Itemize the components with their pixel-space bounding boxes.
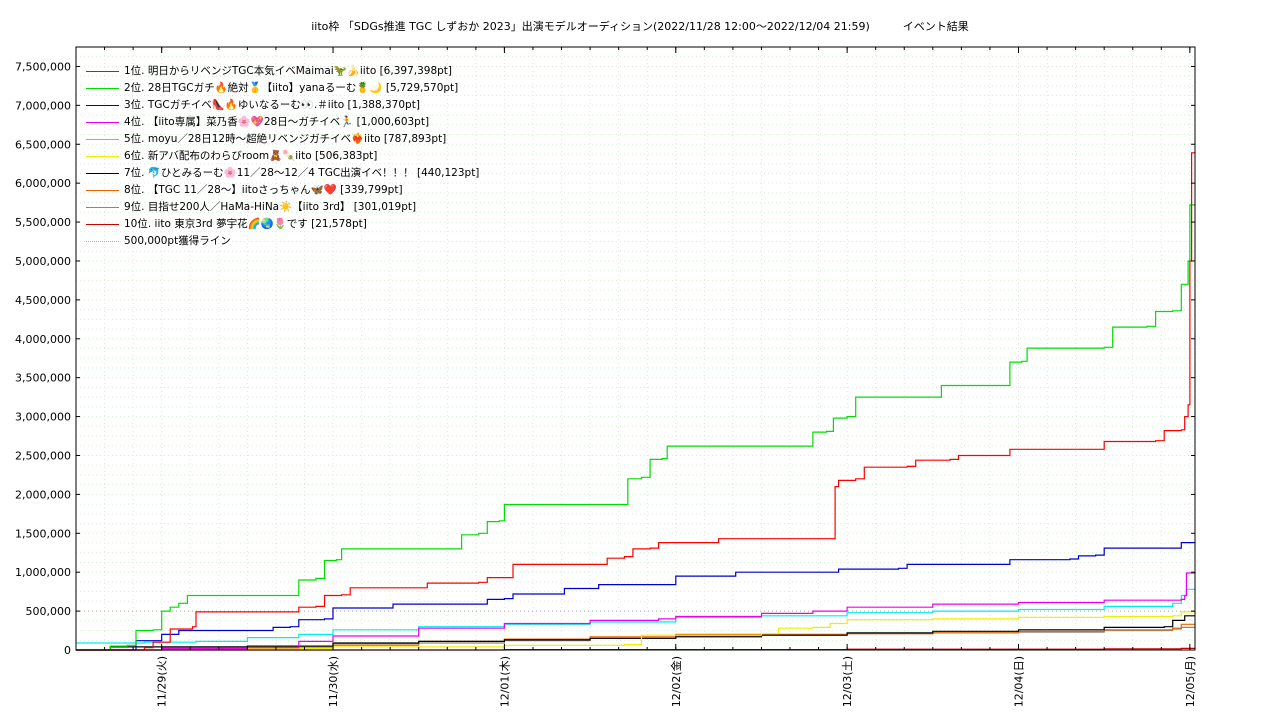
y-tick-label: 4,000,000	[15, 333, 71, 346]
y-tick-label: 7,000,000	[15, 99, 71, 112]
x-tick-label: 12/01(木)	[498, 656, 511, 707]
legend-item: 5位. moyu／28日12時〜超絶リベンジガチイベ❤️‍🔥iito [787,…	[86, 131, 479, 148]
legend-label: 4位. 【iito専属】菜乃香🌸💖28日〜ガチイベ🏃 [1,000,603pt]	[124, 116, 430, 128]
legend-label: 10位. iito 東京3rd 夢宇花🌈🌏🌷です [21,578pt]	[124, 218, 367, 230]
legend-item: 3位. TGCガチイベ👠🔥ゆいなるーむ👀.＃iito [1,388,370pt]	[86, 97, 479, 114]
legend-swatch	[86, 224, 119, 225]
legend-swatch	[86, 88, 119, 89]
grid	[75, 46, 1195, 651]
legend-label: 5位. moyu／28日12時〜超絶リベンジガチイベ❤️‍🔥iito [787,…	[124, 133, 447, 145]
y-tick-label: 4,500,000	[15, 294, 71, 307]
legend-swatch	[86, 156, 119, 157]
legend-item: 10位. iito 東京3rd 夢宇花🌈🌏🌷です [21,578pt]	[86, 216, 479, 233]
legend-item: 6位. 新アバ配布のわらびroom🧸🍡iito [506,383pt]	[86, 148, 479, 165]
legend-swatch	[86, 139, 119, 140]
legend-item: 9位. 目指せ200人／HaMa-HiNa☀️【iito 3rd】 [301,0…	[86, 199, 479, 216]
legend-item: 7位. 🐬ひとみるーむ🌸11／28〜12／4 TGC出演イベ！！！ [440,1…	[86, 165, 479, 182]
y-tick-label: 6,500,000	[15, 138, 71, 151]
legend-swatch	[86, 105, 119, 106]
y-tick-label: 3,500,000	[15, 372, 71, 385]
legend-label: 7位. 🐬ひとみるーむ🌸11／28〜12／4 TGC出演イベ！！！ [440,1…	[124, 167, 480, 179]
legend-swatch	[86, 71, 119, 72]
legend-item: 4位. 【iito専属】菜乃香🌸💖28日〜ガチイベ🏃 [1,000,603pt]	[86, 114, 479, 131]
y-tick-label: 6,000,000	[15, 177, 71, 190]
y-tick-label: 3,000,000	[15, 411, 71, 424]
x-tick-label: 11/29(火)	[156, 656, 169, 707]
series-line-1	[76, 152, 1196, 651]
x-tick-label: 11/30(水)	[327, 656, 340, 707]
legend-item: 1位. 明日からリベンジTGC本気イベMaimai🦖🍌iito [6,397,3…	[86, 63, 479, 80]
series-line-5	[76, 588, 1196, 644]
legend-label: 6位. 新アバ配布のわらびroom🧸🍡iito [506,383pt]	[124, 150, 378, 162]
y-tick-label: 2,000,000	[15, 488, 71, 501]
y-tick-label: 7,500,000	[15, 60, 71, 73]
series-line-7	[76, 615, 1195, 651]
legend-label: 500,000pt獲得ライン	[124, 235, 231, 247]
x-tick-label: 12/05(月)	[1184, 656, 1197, 707]
y-tick-label: 0	[64, 644, 71, 657]
legend-label: 3位. TGCガチイベ👠🔥ゆいなるーむ👀.＃iito [1,388,370pt]	[124, 99, 420, 111]
legend-swatch	[86, 173, 119, 174]
series-line-3	[76, 542, 1196, 651]
legend-swatch	[86, 241, 119, 242]
x-axis: 11/29(火) 11/30(水) 12/01(木) 12/02(金) 12/03(土)…	[75, 47, 1197, 707]
y-tick-label: 1,000,000	[15, 566, 71, 579]
legend: 1位. 明日からリベンジTGC本気イベMaimai🦖🍌iito [6,397,3…	[86, 63, 479, 250]
chart-title: iito枠 「SDGs推進 TGC しずおか 2023」出演モデルオーディション…	[311, 20, 969, 33]
legend-swatch	[86, 190, 119, 191]
x-tick-label: 12/03(土)	[841, 656, 854, 707]
legend-label: 8位. 【TGC 11／28〜】iitoさっちゃん🦋❤️ [339,799pt]	[124, 184, 403, 196]
plot-frame	[75, 46, 1196, 651]
series-line-2	[76, 204, 1196, 651]
legend-label: 2位. 28日TGCガチ🔥絶対🥇【iito】yanaるーむ🍍🌙 [5,729,5…	[124, 82, 459, 94]
legend-item: 8位. 【TGC 11／28〜】iitoさっちゃん🦋❤️ [339,799pt]	[86, 182, 479, 199]
y-tick-label: 1,500,000	[15, 527, 71, 540]
legend-label: 1位. 明日からリベンジTGC本気イベMaimai🦖🍌iito [6,397,3…	[124, 65, 453, 77]
legend-swatch	[86, 122, 119, 123]
y-tick-label: 2,500,000	[15, 449, 71, 462]
legend-item: 2位. 28日TGCガチ🔥絶対🥇【iito】yanaるーむ🍍🌙 [5,729,5…	[86, 80, 479, 97]
x-tick-label: 12/04(日)	[1012, 656, 1025, 707]
legend-label: 9位. 目指せ200人／HaMa-HiNa☀️【iito 3rd】 [301,0…	[124, 201, 417, 213]
legend-swatch	[86, 207, 119, 208]
y-axis: 0 500,000 1,000,000 1,500,000 2,000,000 2,500…	[15, 60, 1195, 657]
y-tick-label: 500,000	[26, 605, 72, 618]
y-tick-label: 5,500,000	[15, 216, 71, 229]
series-line-4	[76, 572, 1196, 651]
y-tick-label: 5,000,000	[15, 255, 71, 268]
legend-item: 500,000pt獲得ライン	[86, 233, 479, 250]
x-tick-label: 12/02(金)	[669, 656, 683, 707]
